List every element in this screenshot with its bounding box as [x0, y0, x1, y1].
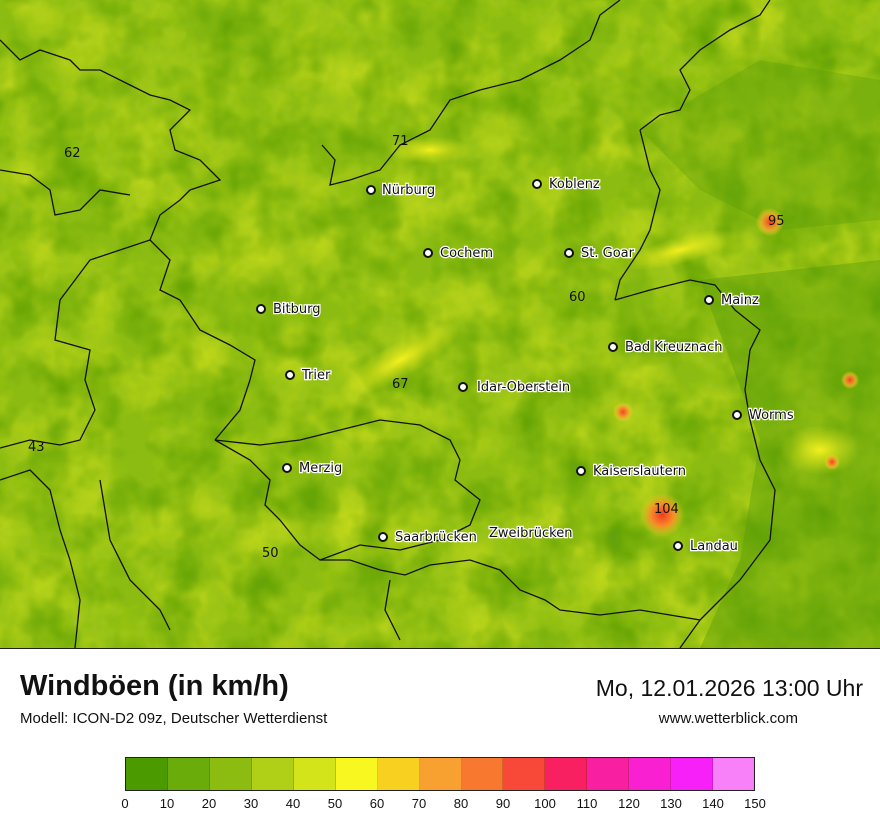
city-trier[interactable]: Trier: [285, 367, 332, 384]
borders: [0, 0, 776, 648]
city-kaiserslautern[interactable]: Kaiserslautern: [576, 463, 687, 480]
city-bad-kreuznach[interactable]: Bad Kreuznach: [608, 339, 724, 356]
forecast-datetime: Mo, 12.01.2026 13:00 Uhr: [595, 675, 863, 701]
color-scale-tick: 120: [618, 796, 640, 811]
color-scale-tick: 60: [369, 796, 385, 811]
color-scale-segment: [503, 758, 546, 790]
max-values: 62 71 95 60 67 43 104 50: [28, 134, 785, 561]
wind-gust-map[interactable]: Nürburg Koblenz Cochem St. Goar Mainz Bi…: [0, 0, 880, 649]
color-scale-segment: [419, 758, 462, 790]
city-merzig[interactable]: Merzig: [282, 460, 344, 477]
value-label: 43: [28, 440, 45, 455]
svg-text:Worms: Worms: [749, 408, 794, 423]
ridge-highlight: [390, 136, 470, 164]
color-scale-ticks: 0 10 20 30 40 50 60 70 80 90 100 110 120 130 140 150: [121, 796, 765, 814]
gust-hotspot: [824, 454, 840, 470]
city-zweibruecken[interactable]: Zweibrücken: [488, 525, 574, 543]
ridge-highlight: [621, 229, 739, 271]
color-scale: [125, 757, 755, 791]
svg-text:Idar-Oberstein: Idar-Oberstein: [477, 380, 570, 395]
gust-hotspot: [613, 402, 633, 422]
value-label: 71: [392, 134, 409, 149]
color-scale-segment: [713, 758, 755, 790]
color-scale-tick: 20: [201, 796, 217, 811]
city-bitburg[interactable]: Bitburg: [256, 301, 322, 318]
city-landau[interactable]: Landau: [673, 538, 739, 555]
city-worms[interactable]: Worms: [732, 407, 795, 424]
color-scale-segment: [251, 758, 294, 790]
value-label: 50: [262, 546, 279, 561]
svg-text:Kaiserslautern: Kaiserslautern: [593, 464, 686, 479]
color-scale-segment: [209, 758, 252, 790]
gust-hotspot: [841, 371, 859, 389]
color-scale-segment: [377, 758, 420, 790]
svg-text:Cochem: Cochem: [440, 246, 493, 261]
color-scale-segment: [461, 758, 504, 790]
value-label: 60: [569, 290, 586, 305]
model-source: Modell: ICON-D2 09z, Deutscher Wetterdie…: [20, 710, 328, 727]
ridge-highlight: [780, 425, 860, 475]
svg-text:Landau: Landau: [690, 539, 738, 554]
city-koblenz[interactable]: Koblenz: [532, 176, 601, 193]
color-scale-tick: 50: [327, 796, 343, 811]
svg-text:Koblenz: Koblenz: [549, 177, 600, 192]
gust-hotspot: [640, 493, 684, 537]
color-scale-tick: 140: [702, 796, 724, 811]
color-scale-segment: [587, 758, 630, 790]
svg-text:Bad Kreuznach: Bad Kreuznach: [625, 340, 723, 355]
city-idar-oberstein[interactable]: Idar-Oberstein: [458, 379, 571, 396]
ridge-highlight: [338, 321, 462, 399]
svg-text:Mainz: Mainz: [721, 293, 759, 308]
svg-text:Trier: Trier: [301, 368, 331, 383]
color-scale-segment: [167, 758, 210, 790]
svg-text:St. Goar: St. Goar: [581, 246, 635, 261]
value-label: 62: [64, 146, 81, 161]
color-scale-tick: 130: [660, 796, 682, 811]
color-scale-segment: [671, 758, 714, 790]
city-nuerburg[interactable]: Nürburg: [366, 182, 436, 199]
chart-title: Windböen (in km/h): [20, 670, 289, 702]
color-scale-segment: [545, 758, 588, 790]
svg-text:Saarbrücken: Saarbrücken: [395, 530, 477, 545]
city-st-goar[interactable]: St. Goar: [564, 245, 636, 262]
color-scale-tick: 30: [243, 796, 259, 811]
color-scale-tick: 150: [744, 796, 766, 811]
color-scale-tick: 40: [285, 796, 301, 811]
city-saarbruecken[interactable]: Saarbrücken: [378, 529, 478, 546]
svg-text:Merzig: Merzig: [299, 461, 342, 476]
value-label: 95: [768, 214, 785, 229]
value-label: 104: [654, 502, 679, 517]
color-scale-tick: 70: [411, 796, 427, 811]
gust-hotspot: [756, 208, 784, 236]
color-scale-tick: 0: [121, 796, 129, 811]
value-label: 67: [392, 377, 409, 392]
upper-rhine-area: [640, 60, 880, 230]
color-scale-segment: [126, 758, 168, 790]
color-scale-segment: [335, 758, 378, 790]
color-scale-tick: 90: [495, 796, 511, 811]
city-cochem[interactable]: Cochem: [423, 245, 494, 262]
svg-text:Bitburg: Bitburg: [273, 302, 321, 317]
color-scale-tick: 110: [576, 796, 598, 811]
city-mainz[interactable]: Mainz: [704, 292, 760, 309]
svg-text:Zweibrücken: Zweibrücken: [489, 526, 572, 541]
color-scale-segment: [629, 758, 672, 790]
website-link[interactable]: www.wetterblick.com: [658, 710, 798, 727]
color-scale-tick: 80: [453, 796, 469, 811]
color-scale-tick: 10: [159, 796, 175, 811]
color-scale-segment: [293, 758, 336, 790]
svg-text:Nürburg: Nürburg: [382, 183, 435, 198]
city-markers: Nürburg Koblenz Cochem St. Goar Mainz Bi…: [256, 176, 795, 555]
color-scale-tick: 100: [534, 796, 556, 811]
